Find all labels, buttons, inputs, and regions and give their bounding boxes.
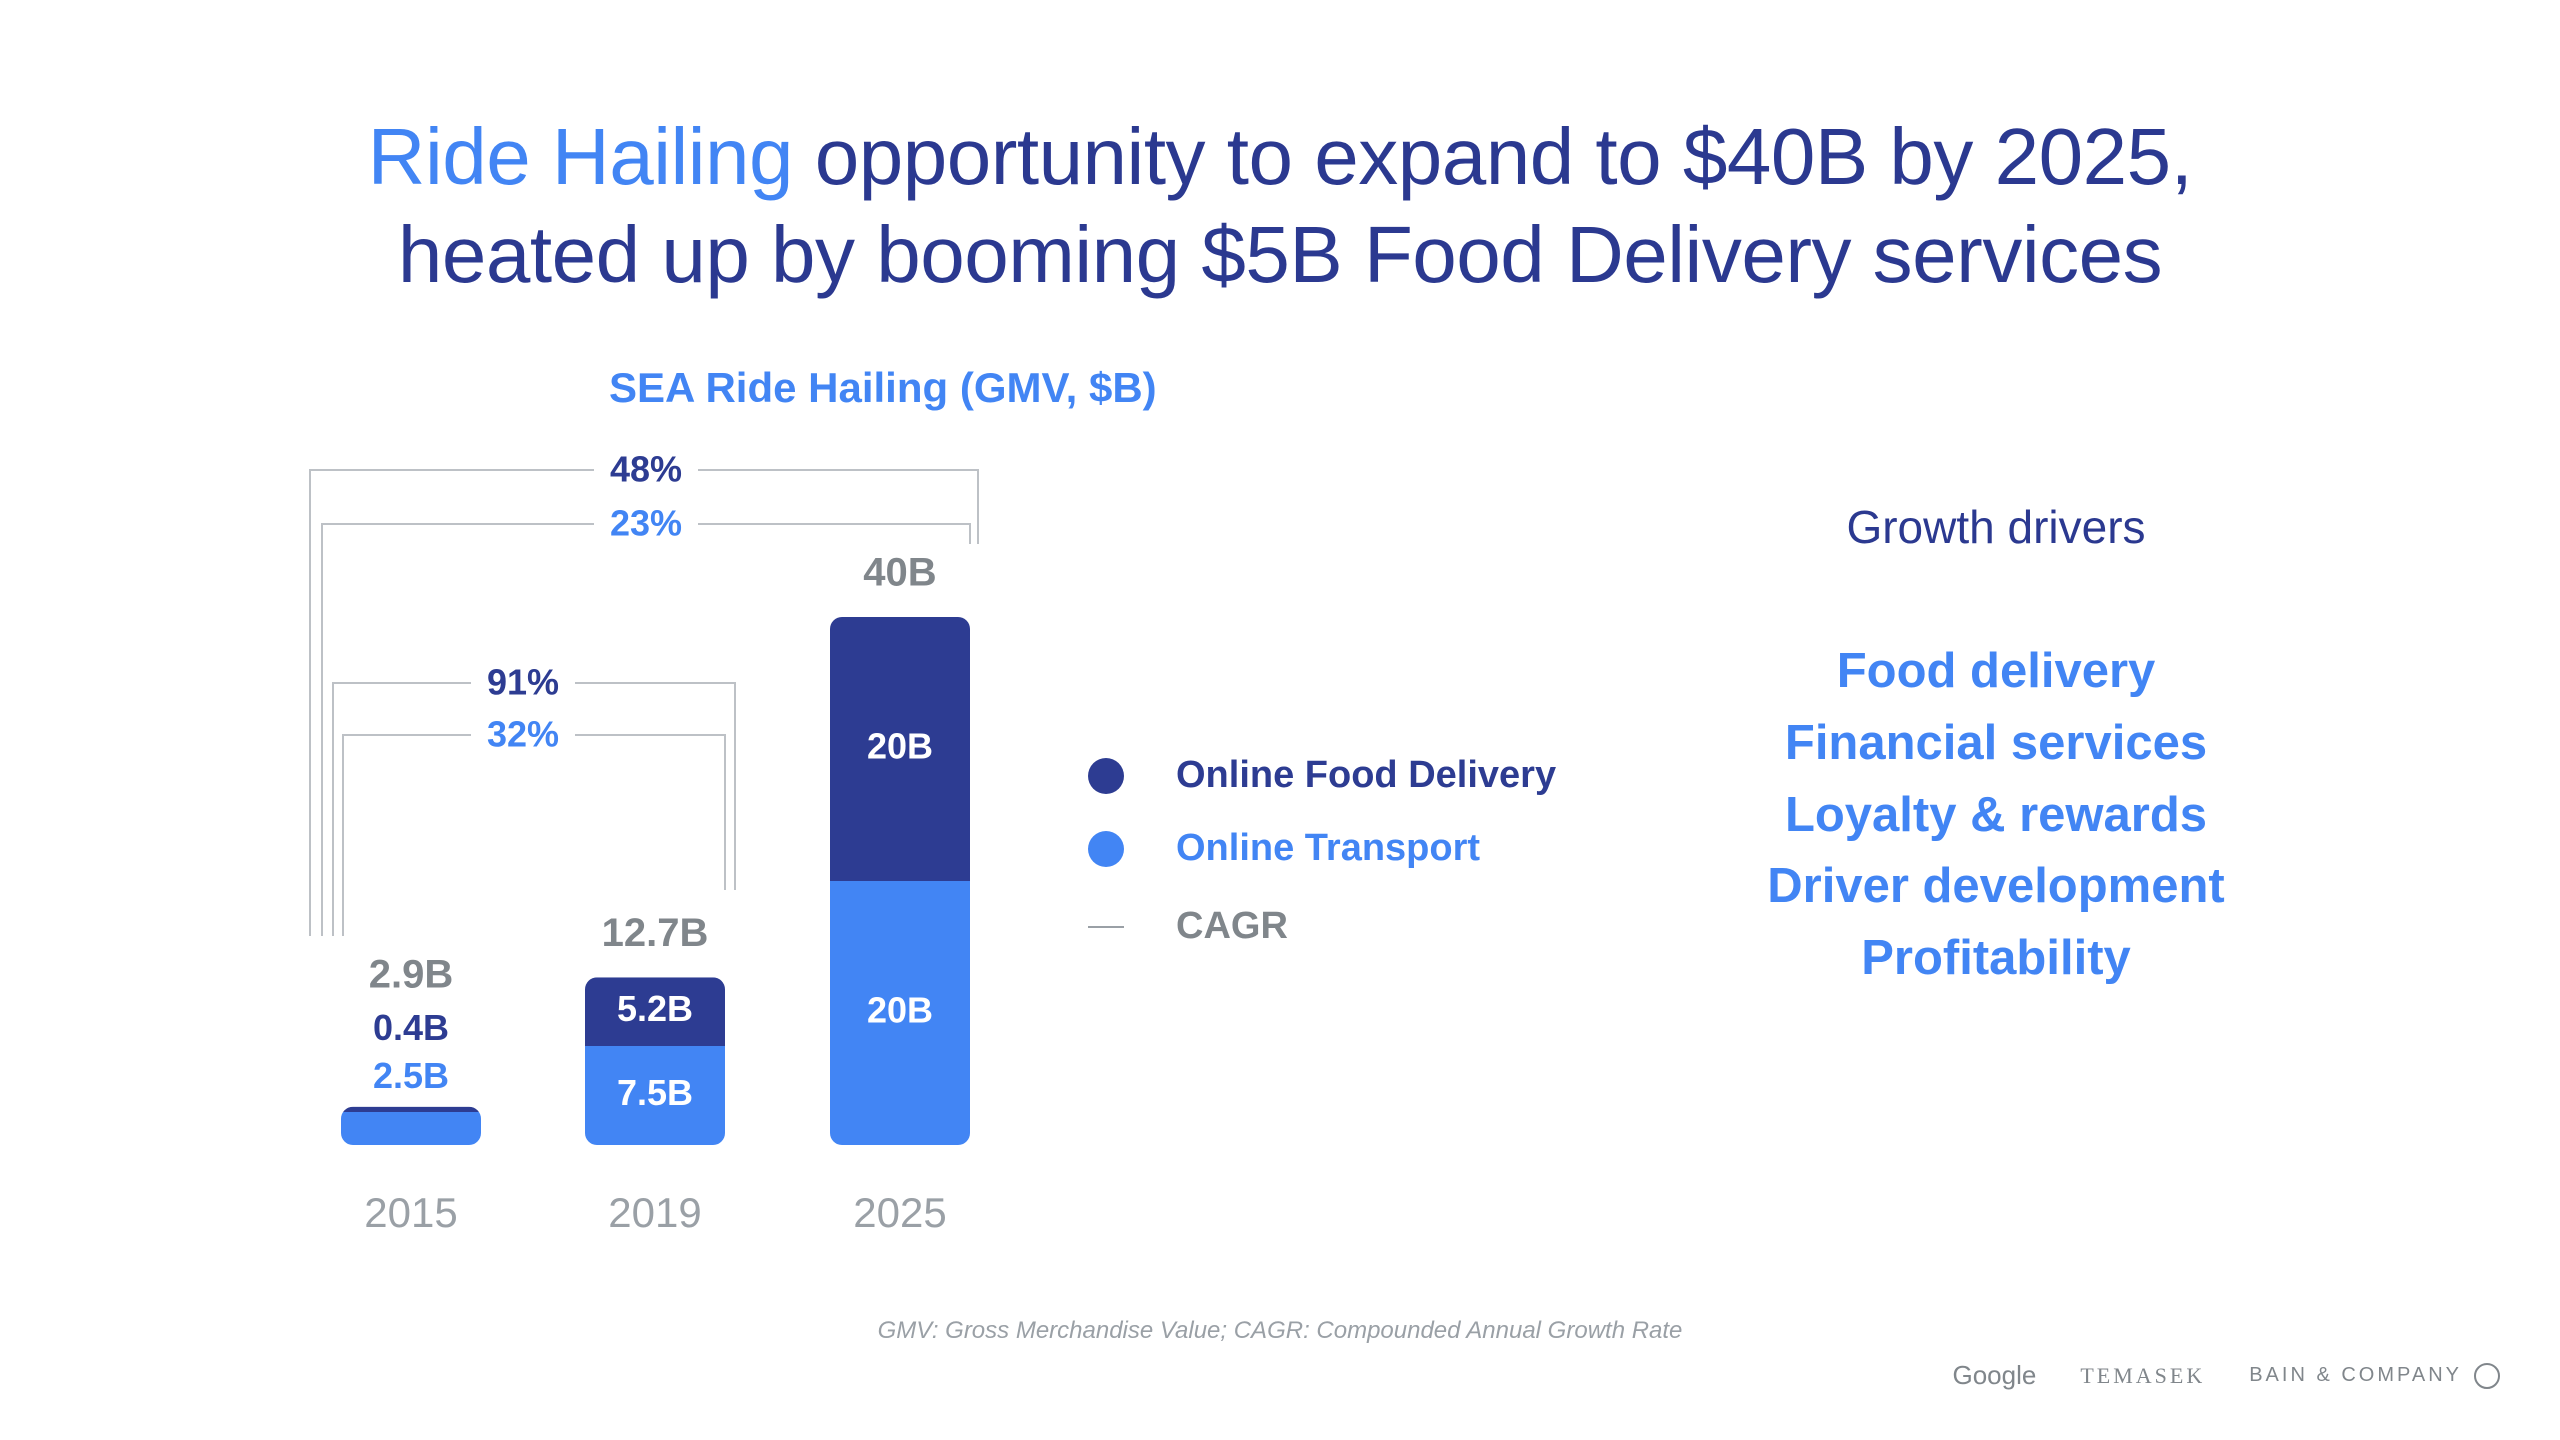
chart-title: SEA Ride Hailing (GMV, $B): [609, 364, 1157, 411]
title-line-2: heated up by booming $5B Food Delivery s…: [397, 210, 2163, 299]
driver-item: Driver development: [1767, 859, 2225, 913]
driver-item: Profitability: [1861, 931, 2131, 985]
legend-label: Online Food Delivery: [1176, 754, 1557, 796]
legend-dot-icon: [1088, 830, 1124, 867]
legend-item-food: Online Food Delivery: [1088, 754, 1556, 797]
cagr-label-bg: [471, 713, 575, 757]
cagr-label-bg: [594, 448, 698, 492]
bar-total-label: 12.7B: [602, 911, 709, 955]
bain-mark-icon: [2474, 1362, 2500, 1389]
driver-item: Food delivery: [1836, 644, 2156, 698]
slide-title: Ride Hailing opportunity to expand to $4…: [0, 108, 2560, 304]
title-line-1-rest: opportunity to expand to $40B by 2025,: [793, 112, 2193, 201]
legend-item-cagr: CAGR: [1088, 905, 1288, 948]
cagr-label: 91%: [487, 662, 559, 703]
growth-drivers-heading: Growth drivers: [1846, 501, 2146, 553]
bar-segment-online-transport: [585, 1046, 725, 1145]
google-logo: Google: [1952, 1360, 2037, 1390]
x-axis-tick-label: 2015: [364, 1189, 457, 1236]
temasek-logo: TEMASEK: [2080, 1362, 2206, 1388]
cagr-label-bg: [471, 661, 575, 705]
x-axis-tick-label: 2025: [853, 1189, 946, 1236]
title-highlight: Ride Hailing: [367, 112, 794, 201]
cagr-bracket: [342, 734, 726, 936]
x-axis-tick-label: 2019: [608, 1189, 701, 1236]
bar-label-food: 5.2B: [617, 988, 693, 1029]
legend-label: CAGR: [1176, 905, 1288, 947]
bar-segment-online-transport: [830, 881, 970, 1145]
legend-item-transport: Online Transport: [1088, 827, 1480, 870]
driver-item: Loyalty & rewards: [1784, 788, 2208, 842]
cagr-label: 48%: [610, 449, 682, 490]
bain-logo: BAIN & COMPANY: [2249, 1362, 2500, 1389]
cagr-label: 32%: [487, 714, 559, 755]
partner-logos: Google TEMASEK BAIN & COMPANY: [1952, 1360, 2500, 1391]
bar-label-food: 0.4B: [373, 1007, 449, 1048]
bar-segment-online-food-delivery: [585, 977, 725, 1046]
bar-segment-online-transport: [341, 1112, 481, 1145]
cagr-label: 23%: [610, 503, 682, 544]
title-line-1: Ride Hailing opportunity to expand to $4…: [0, 108, 2560, 206]
bar-label-transport: 20B: [867, 990, 933, 1031]
driver-item: Financial services: [1784, 716, 2208, 770]
footnote: GMV: Gross Merchandise Value; CAGR: Comp…: [877, 1317, 1683, 1344]
bar-segment-online-food-delivery: [341, 1106, 481, 1112]
bar-label-transport: 7.5B: [617, 1072, 693, 1113]
bar-total-label: 2.9B: [369, 952, 454, 996]
bar-segment-online-food-delivery: [830, 617, 970, 881]
bar-label-transport: 2.5B: [373, 1055, 449, 1096]
bar-total-label: 40B: [863, 551, 936, 595]
legend-label: Online Transport: [1176, 827, 1481, 869]
cagr-label-bg: [594, 502, 698, 546]
bar-label-food: 20B: [867, 726, 933, 767]
bain-logo-text: BAIN & COMPANY: [2249, 1364, 2462, 1386]
legend-dot-icon: [1088, 757, 1124, 794]
legend-line-icon: [1088, 925, 1124, 928]
